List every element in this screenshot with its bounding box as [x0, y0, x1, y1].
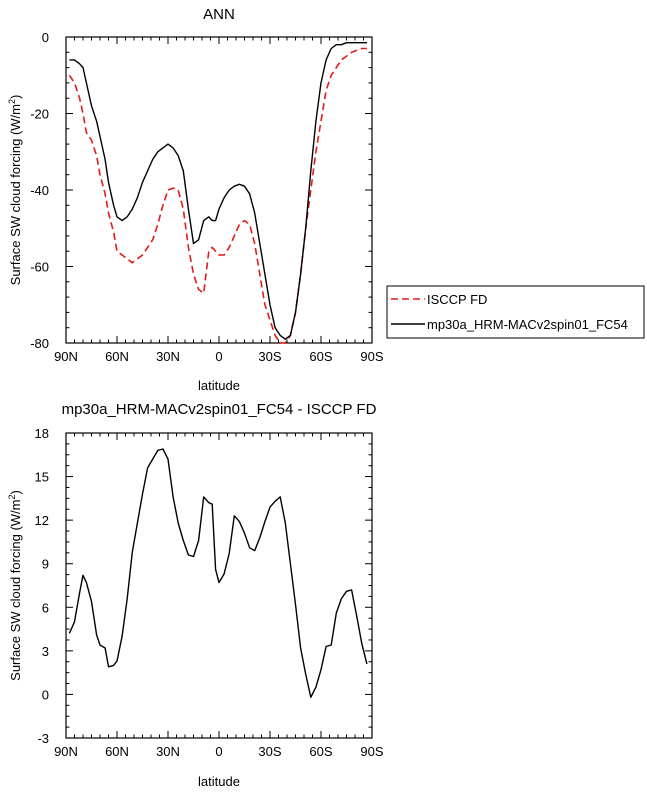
x-tick-label: 60N: [105, 349, 129, 364]
series-line-isccp-fd: [68, 47, 367, 344]
y-axis-label: Surface SW cloud forcing (W/m2): [7, 95, 23, 286]
y-tick-label: 18: [35, 426, 49, 441]
plot-frame: [65, 36, 373, 344]
x-tick-label: 90S: [360, 744, 383, 759]
x-tick-label: 90N: [54, 349, 78, 364]
x-tick-label: 90S: [360, 349, 383, 364]
y-tick-label: -20: [30, 107, 49, 122]
y-tick-label: 15: [35, 470, 49, 485]
chart-title: mp30a_HRM-MACv2spin01_FC54 - ISCCP FD: [62, 401, 377, 418]
y-tick-label: -40: [30, 183, 49, 198]
y-tick-label: 0: [42, 687, 49, 702]
x-axis-label: latitude: [198, 774, 240, 789]
x-tick-label: 60S: [309, 744, 332, 759]
y-tick-label: 0: [42, 30, 49, 45]
x-tick-label: 30N: [156, 349, 180, 364]
x-axis-label: latitude: [198, 378, 240, 393]
x-tick-label: 30S: [258, 349, 281, 364]
y-tick-label: -3: [37, 731, 49, 746]
chart-panel-2: mp30a_HRM-MACv2spin01_FC54 - ISCCP FD 90N…: [7, 401, 384, 789]
x-tick-label: 30N: [156, 744, 180, 759]
x-tick-label: 0: [215, 744, 222, 759]
legend-label: ISCCP FD: [427, 292, 487, 307]
y-tick-label: 9: [42, 557, 49, 572]
y-tick-label: 12: [35, 513, 49, 528]
legend: ISCCP FD mp30a_HRM-MACv2spin01_FC54: [386, 285, 645, 339]
series-line-mp30a-hrm-macv2spin01-fc54: [69, 42, 367, 340]
x-tick-label: 60N: [105, 744, 129, 759]
y-tick-label: 3: [42, 644, 49, 659]
legend-label: mp30a_HRM-MACv2spin01_FC54: [427, 317, 628, 332]
plot-frame: [65, 432, 373, 739]
x-tick-label: 90N: [54, 744, 78, 759]
legend-box: [386, 285, 645, 339]
y-tick-label: 6: [42, 600, 49, 615]
x-tick-label: 60S: [309, 349, 332, 364]
y-tick-label: -60: [30, 260, 49, 275]
x-tick-label: 30S: [258, 744, 281, 759]
y-axis-label: Surface SW cloud forcing (W/m2): [7, 490, 23, 681]
chart-title: ANN: [203, 6, 235, 23]
series-line-1: [68, 448, 368, 698]
x-tick-label: 0: [215, 349, 222, 364]
chart-panel-1: ANN 90N 60N 30N 0 30S 60S 90S 0 -20 -40 -60 -80 latit…: [7, 6, 645, 393]
y-tick-label: -80: [30, 336, 49, 351]
